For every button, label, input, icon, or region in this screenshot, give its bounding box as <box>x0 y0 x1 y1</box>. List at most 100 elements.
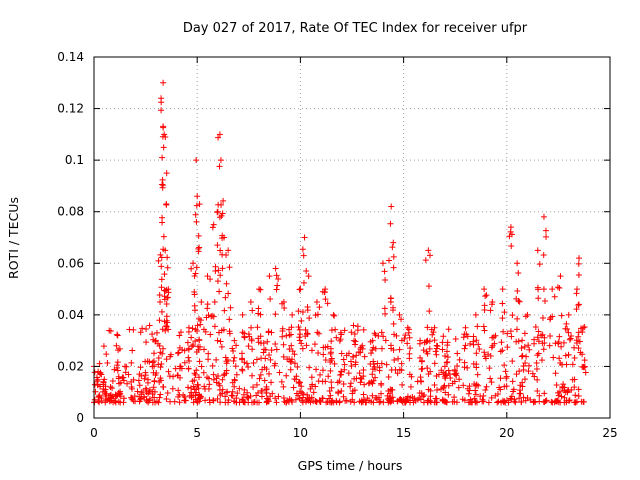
data-point <box>216 382 223 389</box>
data-point <box>472 382 479 389</box>
data-point <box>244 389 251 396</box>
data-point <box>157 251 164 258</box>
data-point <box>541 334 548 341</box>
data-point <box>298 340 305 347</box>
data-point <box>496 384 503 391</box>
data-point <box>360 391 367 398</box>
data-point <box>273 272 280 279</box>
data-point <box>254 389 261 396</box>
data-point <box>136 393 143 400</box>
data-point <box>515 269 522 276</box>
y-tick-label: 0.04 <box>57 308 84 322</box>
data-point <box>150 384 157 391</box>
data-point <box>196 337 203 344</box>
data-point <box>275 275 282 282</box>
data-point <box>499 300 506 307</box>
data-point <box>439 339 446 346</box>
data-point <box>189 325 196 332</box>
data-point <box>166 373 173 380</box>
data-point <box>241 386 248 393</box>
data-point <box>191 307 198 314</box>
data-point <box>214 242 221 249</box>
data-point <box>156 317 163 324</box>
data-point <box>565 329 572 336</box>
data-point <box>169 385 176 392</box>
data-point <box>197 393 204 400</box>
data-point <box>312 312 319 319</box>
data-point <box>535 350 542 357</box>
data-point <box>231 398 238 405</box>
data-point <box>219 210 226 217</box>
x-tick-label: 0 <box>90 426 98 440</box>
data-point <box>115 398 122 405</box>
data-point <box>151 350 158 357</box>
data-point <box>185 354 192 361</box>
data-point <box>445 367 452 374</box>
data-point <box>155 355 162 361</box>
data-point <box>114 331 121 338</box>
data-point <box>268 347 275 354</box>
data-point <box>91 399 98 406</box>
data-point <box>95 398 102 405</box>
data-point <box>501 309 508 316</box>
data-point <box>326 395 333 402</box>
data-point <box>322 296 329 303</box>
data-point <box>442 389 449 396</box>
data-point <box>158 308 165 315</box>
data-point <box>559 383 566 390</box>
data-point <box>278 378 285 385</box>
data-point <box>304 395 311 402</box>
data-point <box>223 252 230 259</box>
data-point <box>581 363 588 370</box>
data-point <box>226 264 233 271</box>
data-point <box>289 311 296 318</box>
data-point <box>525 368 532 375</box>
data-point <box>460 334 467 341</box>
data-point <box>158 263 165 270</box>
data-point <box>427 368 434 375</box>
data-point <box>296 334 303 341</box>
data-point <box>351 399 358 406</box>
x-tick-label: 25 <box>602 426 617 440</box>
data-point <box>514 260 521 267</box>
data-point <box>561 394 568 401</box>
data-point <box>549 313 556 320</box>
data-point <box>472 311 479 318</box>
data-point <box>189 378 196 385</box>
data-point <box>575 260 582 267</box>
data-point <box>193 264 200 271</box>
data-point <box>579 351 586 358</box>
data-point <box>188 265 195 272</box>
data-point <box>116 345 123 352</box>
data-point <box>182 397 189 404</box>
data-point <box>311 341 318 348</box>
data-point <box>519 352 526 359</box>
data-point <box>296 326 303 333</box>
data-point <box>310 389 317 396</box>
data-point <box>157 349 164 356</box>
data-point <box>440 397 447 404</box>
data-point <box>214 395 221 402</box>
data-point <box>232 363 239 370</box>
data-point <box>195 245 202 252</box>
data-point <box>177 363 184 370</box>
data-point <box>576 255 583 262</box>
data-point <box>435 371 442 378</box>
data-point <box>263 383 270 390</box>
data-point <box>272 311 279 318</box>
data-point <box>520 366 527 373</box>
data-point <box>139 325 146 332</box>
y-tick-label: 0.02 <box>57 359 84 373</box>
data-point <box>441 382 448 389</box>
data-point <box>149 331 156 338</box>
data-point <box>427 387 434 394</box>
data-point <box>217 272 224 279</box>
data-point <box>223 389 230 396</box>
data-point <box>564 326 571 333</box>
data-point <box>382 310 389 317</box>
data-point <box>305 273 312 280</box>
data-point <box>562 352 569 359</box>
data-point <box>407 383 414 390</box>
data-point <box>465 390 472 397</box>
data-point <box>571 355 578 362</box>
